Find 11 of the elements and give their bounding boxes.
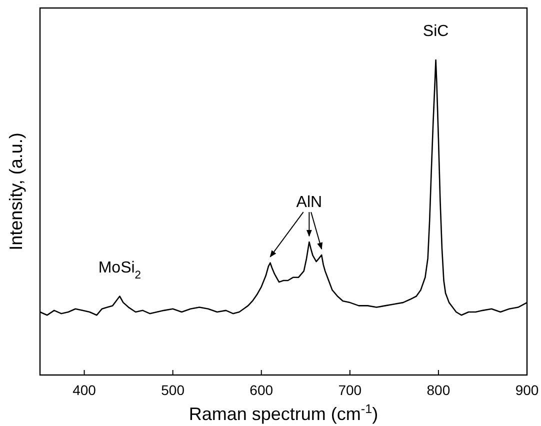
x-axis-title: Raman spectrum (cm$^{-1}$) <box>188 402 378 424</box>
x-tick-label: 800 <box>426 382 450 398</box>
x-tick-label: 900 <box>515 382 539 398</box>
x-tick-label: 400 <box>72 382 96 398</box>
x-tick-label: 600 <box>250 382 274 398</box>
x-tick-label: 500 <box>161 382 185 398</box>
x-tick-label: 700 <box>338 382 362 398</box>
annotation: AlN <box>296 194 322 212</box>
annotation: MoSi$_{2}$ <box>98 259 142 282</box>
y-axis-title: Intensity, (a.u.) <box>6 132 26 250</box>
annotation: SiC <box>422 23 449 40</box>
